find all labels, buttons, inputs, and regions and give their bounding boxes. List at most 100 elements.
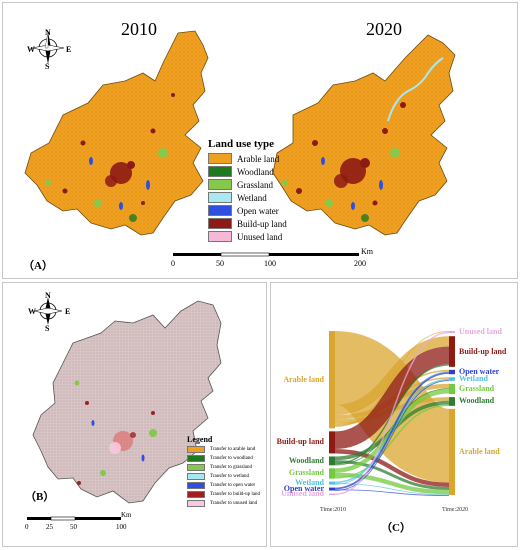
sankey-flow — [334, 336, 450, 416]
legend-b-label: Transfer to unused land — [210, 501, 258, 506]
panel-label-b: （B） — [25, 491, 55, 503]
legend-b-label: Transfer to grassland — [210, 465, 253, 470]
sankey-node-right — [449, 336, 455, 367]
sankey-node-left — [329, 481, 335, 485]
legend-b-label: Transfer to build-up land — [210, 492, 260, 497]
legend-b-label: Transfer to arable land — [210, 447, 256, 452]
sankey-left-label: Arable land — [283, 374, 324, 384]
legend-a-swatch — [208, 192, 232, 203]
map-2010 — [24, 30, 209, 236]
sankey-chart — [329, 331, 455, 496]
year-label-2020: 2020 — [366, 19, 402, 39]
scale-tick-label: 0 — [25, 523, 29, 531]
scale-tick-label: 25 — [46, 523, 53, 531]
sankey-right-label: Arable land — [459, 446, 500, 456]
sankey-left-label: Unused land — [281, 489, 324, 499]
sankey-node-right — [449, 331, 455, 334]
legend-a-label: Unused land — [237, 231, 283, 242]
legend-a-swatch — [208, 153, 232, 164]
panel-c-sankey: Arable land Build-up land Woodland Grasslan… — [270, 282, 518, 547]
compass-s-b: S — [45, 324, 50, 333]
scale-tick-label: 100 — [264, 259, 276, 268]
sankey-right-label: Unused land — [459, 327, 502, 337]
legend-b-swatch — [187, 455, 205, 462]
sankey-node-right — [449, 383, 455, 395]
sankey-node-right — [449, 397, 455, 406]
legend-b-swatch — [187, 464, 205, 471]
sankey-node-left — [329, 487, 335, 491]
year-label-2010: 2010 — [121, 19, 157, 39]
sankey-left-label: Woodland — [288, 455, 324, 465]
legend-a-item: Grassland — [208, 179, 287, 190]
legend-a-item: Unused land — [208, 231, 287, 242]
scale-unit: Km — [121, 511, 132, 519]
legend-b-swatch — [187, 473, 205, 480]
legend-title: Land use type — [208, 138, 275, 150]
compass-rose-icon — [33, 297, 63, 325]
legend-a-label: Open water — [237, 205, 279, 216]
compass-e-b: E — [65, 307, 71, 316]
compass-s: S — [45, 62, 50, 71]
sankey-left-label: Open water — [283, 484, 324, 494]
sankey-node-left — [329, 456, 335, 466]
legend-land-use: Land use type Arable land Woodland Grassla… — [208, 138, 287, 244]
legend-a-label: Wetland — [237, 192, 267, 203]
scale-unit: Km — [361, 247, 373, 256]
legend-b-item: Transfer to woodland — [187, 455, 260, 462]
legend-b-label: Transfer to woodland — [210, 456, 253, 461]
legend-a-item: Arable land — [208, 153, 287, 164]
scale-bar-a — [173, 252, 359, 257]
sankey-flow — [334, 346, 450, 450]
compass-rose-icon — [31, 31, 65, 64]
sankey-flow — [334, 331, 450, 427]
legend-b-label: Transfer to wetland — [210, 474, 249, 479]
sankey-right-label: Woodland — [459, 396, 495, 406]
sankey-right-label: Build-up land — [459, 346, 507, 356]
legend-a-swatch — [208, 166, 232, 177]
compass-n-b: N — [45, 291, 51, 300]
sankey-node-left — [329, 331, 335, 429]
compass-n: N — [45, 28, 51, 37]
legend-b-label: Transfer to open water — [210, 483, 256, 488]
sankey-flow — [334, 449, 450, 488]
legend-b-item: Transfer to build-up land — [187, 491, 260, 498]
legend-a-item: Open water — [208, 205, 287, 216]
sankey-flow — [334, 388, 450, 466]
sankey-node-left — [329, 468, 335, 479]
sankey-node-right — [449, 408, 455, 495]
sankey-right-label: Wetland — [459, 374, 488, 384]
legend-a-item: Build-up land — [208, 218, 287, 229]
legend-b-item: Transfer to open water — [187, 482, 260, 489]
sankey-flow — [334, 404, 450, 479]
sankey-node-right — [449, 369, 455, 375]
legend-a-label: Arable land — [237, 153, 280, 164]
panel-a-map-canvas — [24, 30, 456, 257]
legend-a-item: Wetland — [208, 192, 287, 203]
legend-b-swatch — [187, 500, 205, 507]
legend-transfer: Legend Transfer to arable land Transfer t… — [187, 435, 260, 509]
legend-b-item: Transfer to unused land — [187, 500, 260, 507]
legend-b-swatch — [187, 491, 205, 498]
legend-b-swatch — [187, 446, 205, 453]
legend-title-b: Legend — [187, 435, 213, 444]
scale-bar-b — [27, 516, 121, 521]
scale-tick-label: 50 — [70, 523, 77, 531]
sankey-node-right — [449, 377, 455, 381]
sankey-flow — [334, 380, 450, 491]
time-label-left: Time:2010 — [320, 507, 347, 513]
legend-b-item: Transfer to grassland — [187, 464, 260, 471]
legend-b-swatch — [187, 482, 205, 489]
panel-label-a: （A） — [23, 260, 53, 272]
sankey-right-label: Grassland — [459, 383, 495, 393]
legend-a-label: Build-up land — [237, 218, 287, 229]
panel-a-land-use-maps: 2010 2020 N S W E Land use type Arable l… — [2, 2, 518, 279]
legend-b-item: Transfer to arable land — [187, 446, 260, 453]
scale-tick-label: 100 — [116, 523, 127, 531]
compass-e: E — [66, 45, 72, 54]
scale-tick-label: 200 — [354, 259, 366, 268]
panel-label-c: （C） — [381, 522, 411, 534]
legend-b-item: Transfer to wetland — [187, 473, 260, 480]
map-2020 — [272, 34, 456, 236]
scale-tick-label: 50 — [216, 259, 224, 268]
sankey-node-left — [329, 493, 335, 496]
